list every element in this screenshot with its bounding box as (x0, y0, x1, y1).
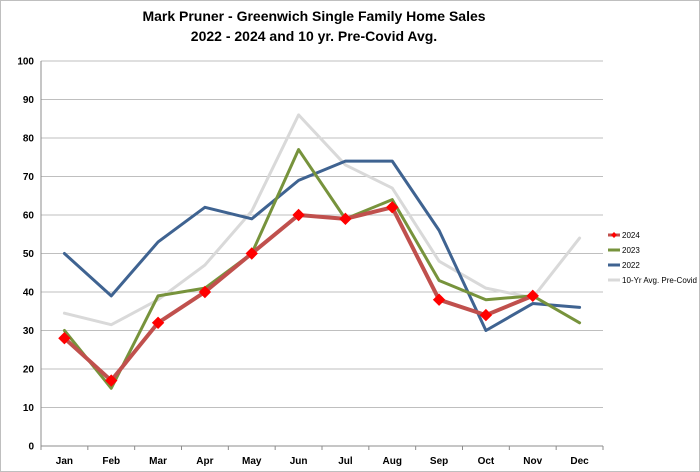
legend-label-2023: 2023 (622, 246, 640, 255)
x-tick-label: Oct (478, 456, 495, 467)
x-tick-label: May (242, 456, 262, 467)
x-tick-label: Feb (102, 456, 120, 467)
series-line-2024 (62, 205, 535, 383)
series-line-2023 (62, 148, 582, 390)
x-tick-label: Dec (570, 456, 589, 467)
y-tick-label: 20 (23, 365, 35, 376)
legend-label-2022: 2022 (622, 261, 640, 270)
x-tick-label: Aug (383, 456, 402, 467)
y-tick-label: 100 (17, 57, 34, 68)
data-point-2024 (105, 374, 118, 387)
y-tick-label: 50 (23, 249, 35, 260)
data-point-2024 (151, 316, 165, 330)
y-tick-label: 60 (23, 211, 35, 222)
legend-label-10-yr-avg-pre-covid: 10-Yr Avg. Pre-Covid (622, 276, 697, 285)
y-tick-label: 90 (23, 95, 35, 106)
series-layer (58, 113, 582, 390)
data-point-2024 (58, 331, 71, 345)
y-tick-label: 10 (23, 403, 35, 414)
chart-title: Mark Pruner - Greenwich Single Family Ho… (142, 8, 485, 24)
legend: 2024 2023 2022 10-Yr Avg. Pre-Covid (608, 231, 697, 285)
y-tick-label: 40 (23, 288, 35, 299)
y-tick-label: 0 (28, 442, 34, 453)
x-tick-label: Jan (56, 456, 73, 467)
chart-subtitle: 2022 - 2024 and 10 yr. Pre-Covid Avg. (191, 28, 437, 44)
data-point-2024 (432, 293, 446, 306)
data-point-2024 (292, 208, 305, 222)
series-line-2022 (62, 159, 582, 332)
data-point-2024 (198, 285, 212, 299)
y-tick-label: 30 (23, 326, 35, 337)
data-point-2024 (339, 212, 352, 226)
series-line-10-yr-avg-pre-covid (62, 113, 582, 327)
data-point-2024 (245, 247, 258, 260)
grid-layer (41, 60, 603, 408)
x-tick-label: Nov (523, 456, 542, 467)
x-tick-label: Jun (290, 456, 308, 467)
data-point-2024 (386, 201, 399, 214)
legend-label-2024: 2024 (622, 231, 640, 240)
data-point-2024 (479, 308, 493, 322)
legend-marker-2024 (611, 232, 617, 238)
axis-layer: 0 10 20 30 40 50 60 70 80 90 100 Jan Feb Mar Apr May Jun… (17, 57, 604, 467)
x-tick-label: Apr (196, 456, 213, 467)
x-tick-label: Mar (149, 456, 167, 467)
x-tick-label: Jul (338, 456, 353, 467)
y-tick-label: 80 (23, 134, 35, 145)
y-tick-label: 70 (23, 172, 35, 183)
x-tick-label: Sep (430, 456, 448, 467)
data-point-2024 (526, 289, 539, 303)
